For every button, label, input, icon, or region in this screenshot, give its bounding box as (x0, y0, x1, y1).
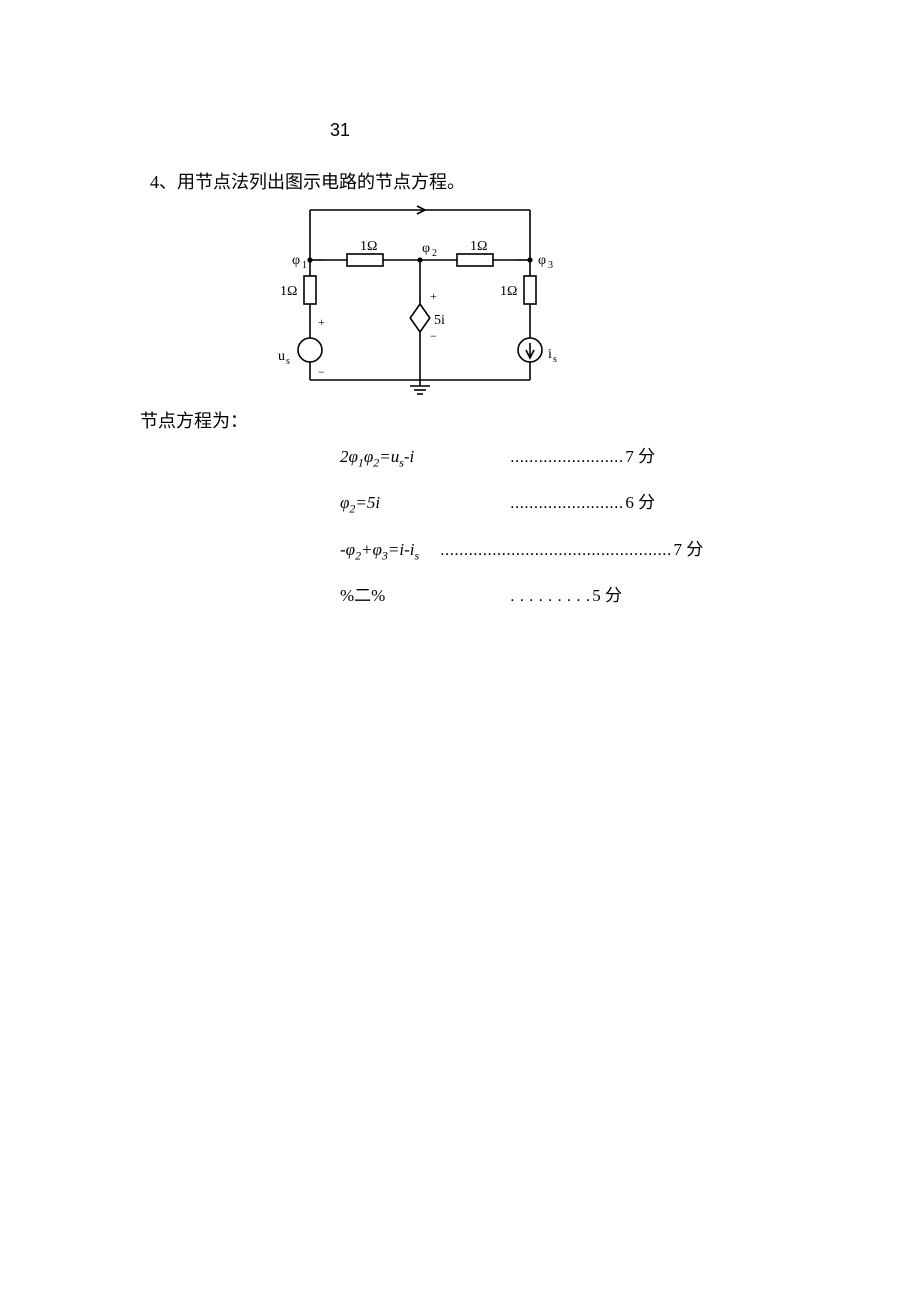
equations-block: 2φ1φ2=us-i........................7 分φ2=… (340, 442, 703, 624)
svg-text:φ: φ (538, 253, 546, 268)
svg-text:+: + (318, 315, 325, 329)
equation-dots: ........................................… (440, 540, 671, 560)
equation-row: φ2=5i........................6 分 (340, 488, 703, 516)
svg-text:s: s (553, 354, 557, 365)
equation-score: 7 分 (673, 535, 703, 560)
svg-text:1: 1 (302, 260, 307, 271)
svg-text:s: s (286, 356, 290, 367)
svg-text:1Ω: 1Ω (360, 239, 377, 254)
svg-text:i: i (548, 347, 552, 362)
equation-lhs: 2φ1φ2=us-i (340, 447, 510, 470)
svg-text:1Ω: 1Ω (470, 239, 487, 254)
svg-text:+: + (430, 289, 437, 303)
svg-text:−: − (430, 329, 437, 343)
equation-lhs: φ2=5i (340, 493, 510, 516)
equation-row: %二%. . . . . . . . . 5 分 (340, 581, 703, 606)
svg-text:3: 3 (548, 260, 553, 271)
equation-row: -φ2+φ3=i-is.............................… (340, 535, 703, 563)
equation-score: 5 分 (592, 581, 622, 606)
svg-text:−: − (318, 365, 325, 379)
answer-label: 节点方程为： (140, 407, 248, 433)
equation-lhs: %二% (340, 581, 510, 606)
equation-score: 6 分 (625, 488, 655, 513)
svg-text:2: 2 (432, 248, 437, 259)
question-text: 4、用节点法列出图示电路的节点方程。 (150, 168, 465, 194)
equation-lhs: -φ2+φ3=i-is (340, 540, 440, 563)
equation-dots: ........................ (510, 493, 623, 513)
svg-text:1Ω: 1Ω (500, 284, 517, 299)
svg-text:1Ω: 1Ω (280, 284, 297, 299)
equation-row: 2φ1φ2=us-i........................7 分 (340, 442, 703, 470)
svg-text:u: u (278, 349, 285, 364)
page-number: 31 (330, 120, 350, 141)
svg-text:φ: φ (422, 241, 430, 256)
equation-dots: ........................ (510, 447, 623, 467)
circuit-diagram: +−us+−5iisφ1φ2φ31Ω1Ω1Ω1Ω (270, 200, 580, 400)
svg-text:φ: φ (292, 253, 300, 268)
svg-text:5i: 5i (434, 313, 445, 328)
equation-score: 7 分 (625, 442, 655, 467)
equation-dots: . . . . . . . . . (510, 586, 590, 606)
